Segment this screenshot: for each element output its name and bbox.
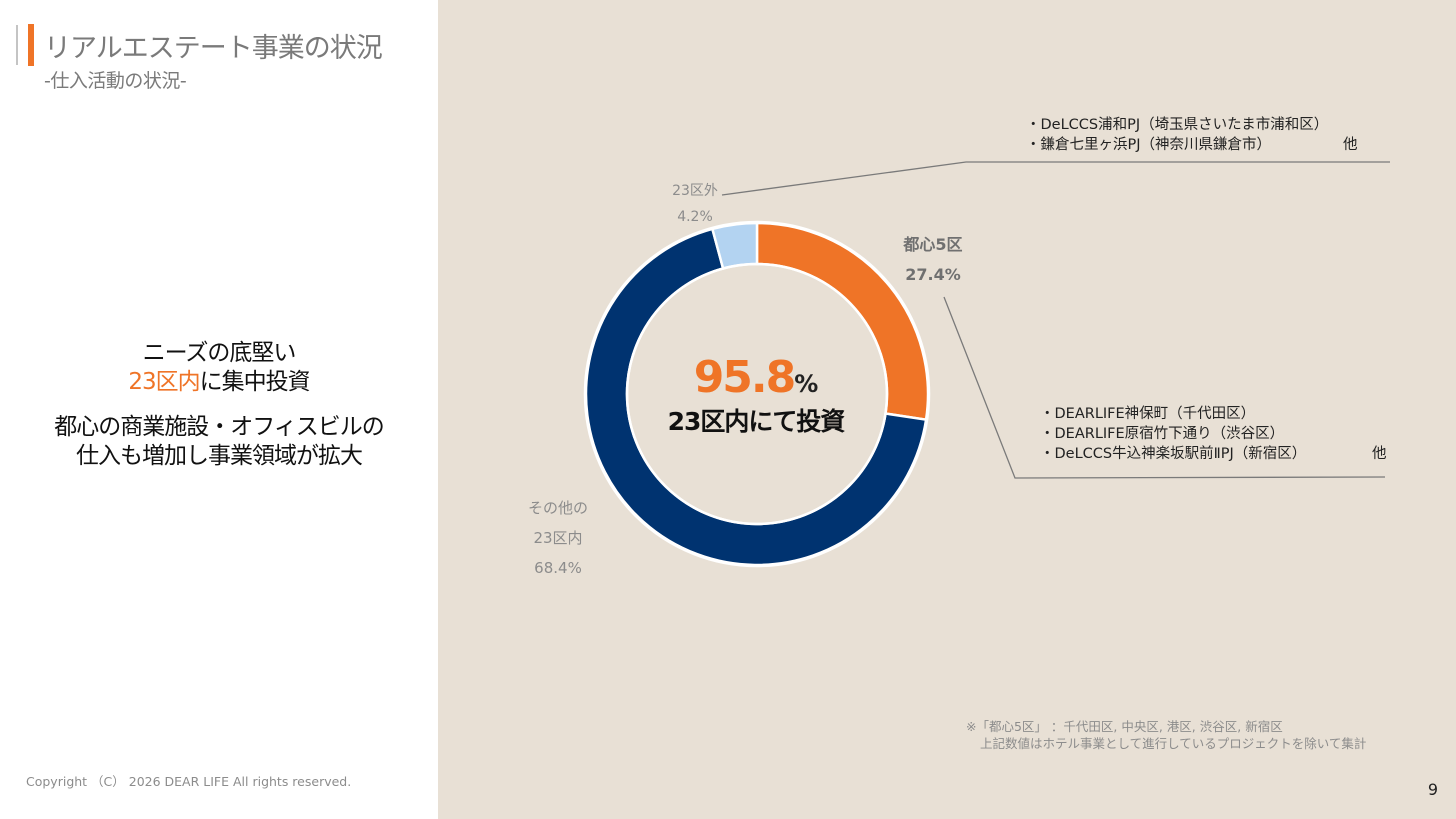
project-item: ・DEARLIFE神保町（千代田区） <box>1040 406 1256 422</box>
footnote-line-1: ※「都心5区」 ：千代田区, 中央区, 港区, 渋谷区, 新宿区 <box>966 719 1283 734</box>
message-line-3: 都心の商業施設・オフィスビルの <box>54 414 385 440</box>
page-number: 9 <box>1427 780 1438 799</box>
center-caption: 23区内にて投資 <box>667 407 846 436</box>
title-accent-bar <box>28 24 34 66</box>
outside-projects-list: ・DeLCCS浦和PJ（埼玉県さいたま市浦和区） ・鎌倉七里ヶ浜PJ（神奈川県鎌… <box>1026 115 1358 155</box>
toshin-projects-etc: 他 <box>1372 446 1387 462</box>
outside-label: 23区外 4.2% <box>660 178 730 230</box>
toshin-label-name: 都心5区 <box>903 235 963 254</box>
toshin-label: 都心5区 27.4% <box>892 230 974 290</box>
page-title: リアルエステート事業の状況 <box>44 33 383 64</box>
outside-leader-line <box>721 161 1390 196</box>
center-unit: % <box>794 370 819 398</box>
toshin-label-value: 27.4% <box>905 265 961 284</box>
toshin-projects-list: ・DEARLIFE神保町（千代田区） ・DEARLIFE原宿竹下通り（渋谷区） … <box>1040 404 1387 464</box>
title-accent-line <box>16 25 18 65</box>
project-item: ・鎌倉七里ヶ浜PJ（神奈川県鎌倉市） <box>1026 137 1272 153</box>
footnote: ※「都心5区」 ：千代田区, 中央区, 港区, 渋谷区, 新宿区 上記数値はホテ… <box>966 718 1366 752</box>
center-value: 95.8 <box>693 352 797 403</box>
copyright: Copyright （C） 2026 DEAR LIFE All rights … <box>26 774 352 789</box>
project-item: ・DEARLIFE原宿竹下通り（渋谷区） <box>1040 426 1285 442</box>
outside-label-name: 23区外 <box>672 183 718 199</box>
project-item: ・DeLCCS牛込神楽坂駅前ⅡPJ（新宿区） <box>1040 446 1307 462</box>
outside-label-value: 4.2% <box>677 209 713 225</box>
outside-projects-etc: 他 <box>1343 137 1358 153</box>
other-label-name-1: その他の <box>527 499 588 517</box>
message-line-1: ニーズの底堅い <box>142 340 297 366</box>
message-line-4: 仕入も増加し事業領域が拡大 <box>76 443 363 469</box>
other-label-value: 68.4% <box>534 559 582 577</box>
message-line-2: 23区内に集中投資 <box>0 368 438 397</box>
message-highlight: 23区内 <box>128 369 200 395</box>
center-percentage: 95.8% <box>656 352 856 403</box>
toshin-leader-line <box>943 296 1386 479</box>
other-label: その他の 23区内 68.4% <box>512 493 604 583</box>
footnote-line-2: 上記数値はホテル事業として進行しているプロジェクトを除いて集計 <box>980 736 1367 751</box>
page-subtitle: -仕入活動の状況- <box>44 70 187 92</box>
donut-inner-ring <box>625 262 889 526</box>
donut-slices <box>583 220 931 568</box>
left-panel: リアルエステート事業の状況 -仕入活動の状況- ニーズの底堅い 23区内に集中投… <box>0 0 438 819</box>
project-item: ・DeLCCS浦和PJ（埼玉県さいたま市浦和区） <box>1026 117 1329 133</box>
other-label-name-2: 23区内 <box>533 529 583 547</box>
donut-outer-ring <box>583 220 931 568</box>
message-line-2-rest: に集中投資 <box>199 369 311 395</box>
